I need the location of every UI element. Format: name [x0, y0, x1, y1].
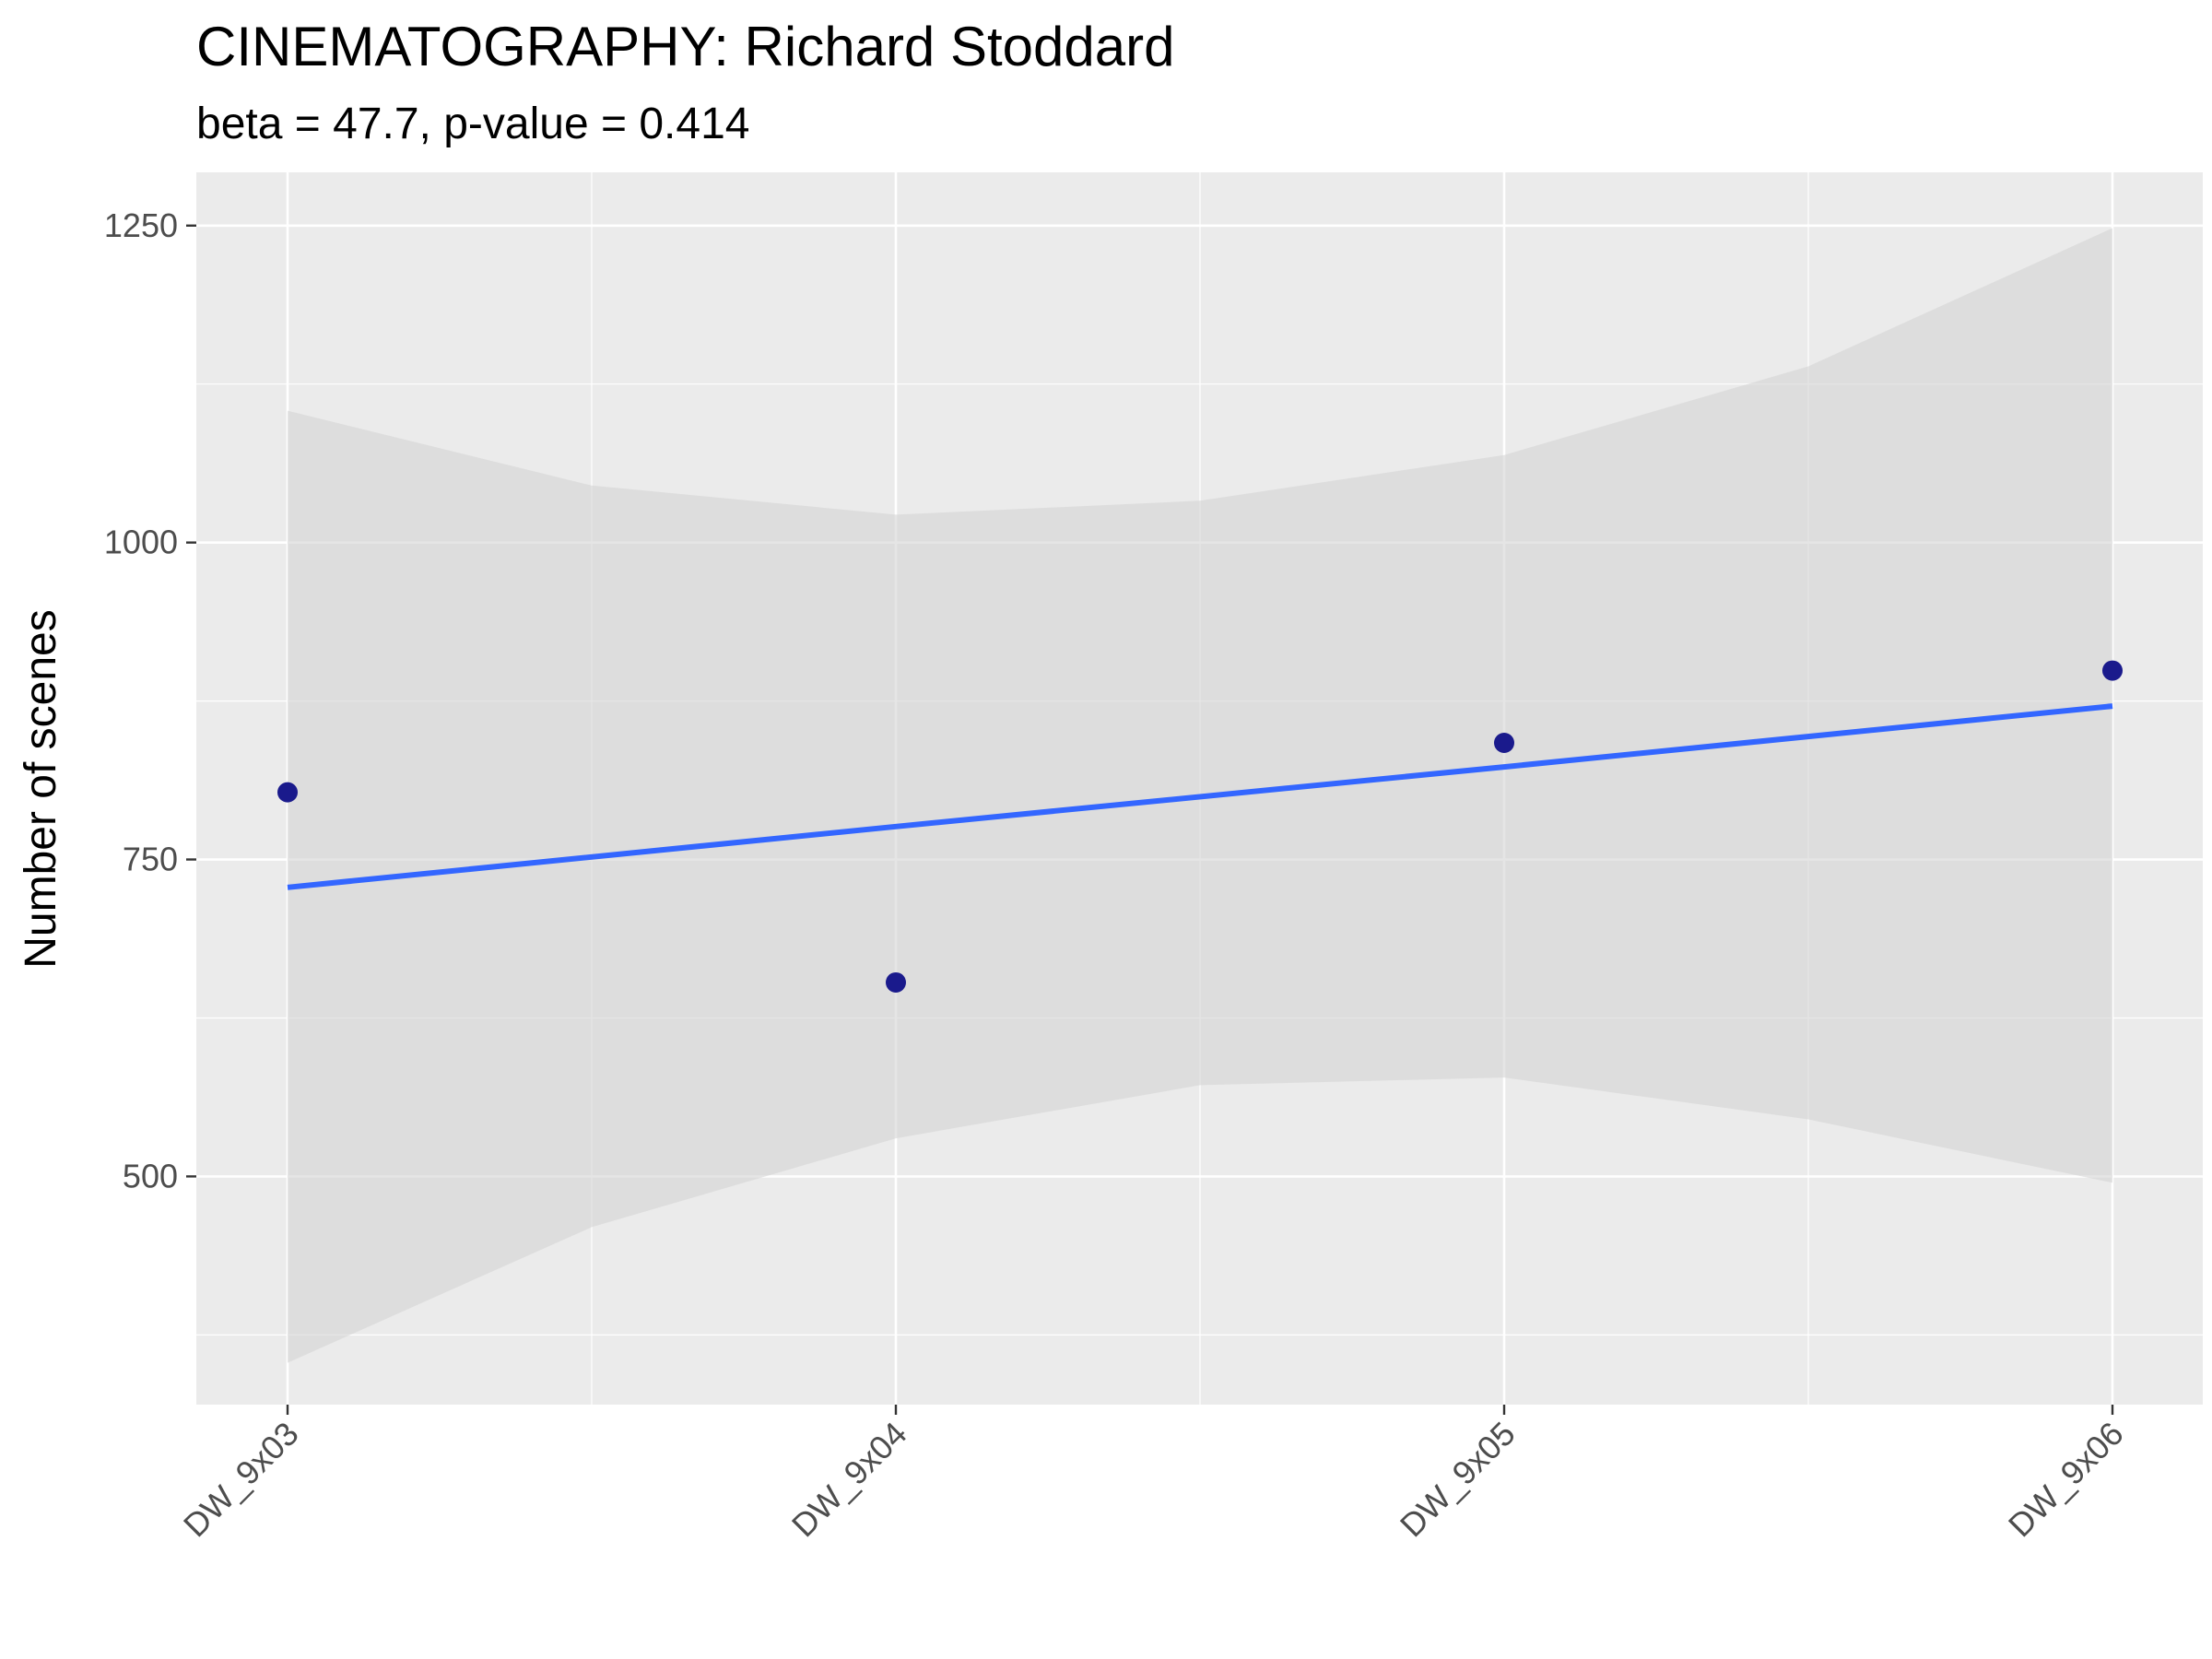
- chart-title: CINEMATOGRAPHY: Richard Stoddard: [196, 16, 1174, 77]
- x-tick-label: DW_9x04: [784, 1415, 914, 1545]
- x-tick-label: DW_9x03: [176, 1415, 306, 1545]
- y-axis-label: Number of scenes: [17, 609, 65, 969]
- y-tick-label: 1000: [104, 524, 178, 561]
- x-tick-label: DW_9x06: [2001, 1415, 2131, 1545]
- y-tick-label: 500: [123, 1157, 178, 1194]
- data-point: [277, 782, 298, 803]
- y-tick-label: 750: [123, 841, 178, 878]
- data-point: [2102, 660, 2123, 681]
- data-point: [1494, 732, 1514, 753]
- trend-line: [287, 703, 2113, 890]
- data-point: [886, 971, 906, 993]
- x-tick-label: DW_9x05: [1393, 1415, 1523, 1545]
- chart-subtitle: beta = 47.7, p-value = 0.414: [196, 100, 749, 148]
- y-tick-label: 1250: [104, 206, 178, 244]
